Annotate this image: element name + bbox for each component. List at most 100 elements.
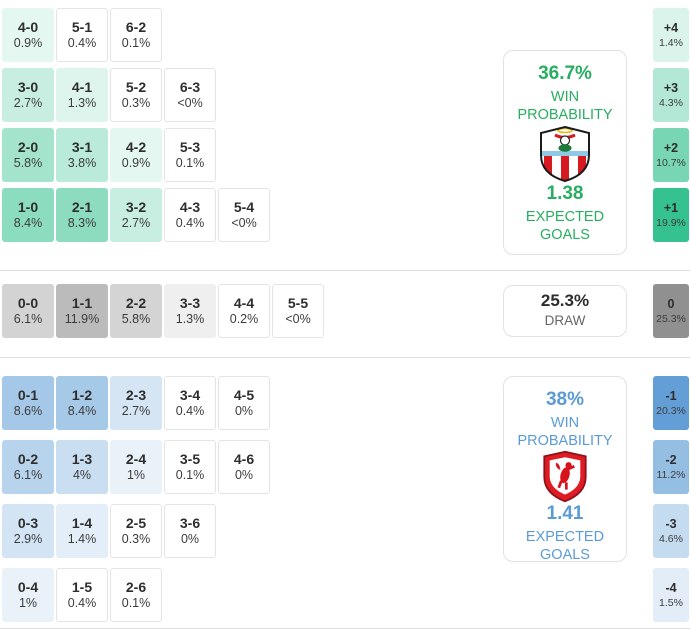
- probability-value: 3.8%: [67, 156, 97, 171]
- score-cell-0-3: 0-3 2.9%: [2, 504, 54, 558]
- score-cell-2-1: 2-1 8.3%: [56, 188, 108, 242]
- scoreline-label: 2-3: [125, 387, 147, 404]
- goal-diff-label: -3: [665, 517, 677, 532]
- score-cell-5-1: 5-1 0.4%: [56, 8, 108, 62]
- score-cell-1-5: 1-5 0.4%: [56, 568, 108, 622]
- scoreline-label: 5-2: [125, 79, 147, 96]
- probability-value: 2.9%: [13, 532, 43, 547]
- probability-value: 0%: [180, 532, 200, 547]
- probability-value: 20.3%: [656, 404, 686, 417]
- scoreline-label: 4-2: [125, 139, 147, 156]
- home-scoreline-row: 2-0 5.8% 3-1 3.8% 4-2 0.9% 5-3 0.1%: [2, 128, 216, 182]
- away-win-probability-value: 38%: [545, 389, 585, 410]
- probability-value: 0.1%: [121, 36, 151, 51]
- probability-value: <0%: [177, 96, 203, 111]
- home-expected-goals-label: EXPECTED GOALS: [525, 209, 605, 244]
- probability-value: 5.8%: [121, 312, 151, 327]
- goal-diff-label: +2: [663, 141, 679, 156]
- scoreline-label: 4-3: [179, 199, 201, 216]
- scoreline-label: 4-5: [233, 387, 255, 404]
- score-cell-5-2: 5-2 0.3%: [110, 68, 162, 122]
- score-cell-4-1: 4-1 1.3%: [56, 68, 108, 122]
- probability-value: 19.9%: [656, 216, 686, 229]
- score-cell-3-4: 3-4 0.4%: [164, 376, 216, 430]
- probability-value: 4.3%: [659, 96, 683, 109]
- probability-value: 0.9%: [121, 156, 151, 171]
- score-cell-0-0: 0-0 6.1%: [2, 284, 54, 338]
- away-win-probability-label: WIN PROBABILITY: [517, 414, 613, 450]
- home-expected-goals-value: 1.38: [546, 183, 584, 205]
- home-scoreline-row: 1-0 8.4% 2-1 8.3% 3-2 2.7% 4-3 0.4% 5-4 <0%: [2, 188, 270, 242]
- goal-diff-label: -2: [665, 453, 677, 468]
- probability-value: 0.9%: [13, 36, 43, 51]
- home-win-panel: 36.7% WIN PROBABILITY: [503, 50, 627, 255]
- scoreline-label: 0-2: [17, 451, 39, 468]
- scoreline-label: 1-0: [17, 199, 39, 216]
- goal-diff-cell-+1: +1 19.9%: [653, 188, 689, 242]
- scoreline-label: 0-1: [17, 387, 39, 404]
- scoreline-label: 5-3: [179, 139, 201, 156]
- goal-diff-label: +3: [663, 81, 679, 96]
- score-cell-0-2: 0-2 6.1%: [2, 440, 54, 494]
- goal-diff-cell-+3: +3 4.3%: [653, 68, 689, 122]
- draw-probability-value: 25.3%: [540, 291, 590, 311]
- probability-value: <0%: [231, 216, 257, 231]
- away-expected-goals-block: 1.41 EXPECTED GOALS: [513, 503, 617, 564]
- score-cell-2-3: 2-3 2.7%: [110, 376, 162, 430]
- score-cell-5-3: 5-3 0.1%: [164, 128, 216, 182]
- probability-value: 1%: [126, 468, 146, 483]
- probability-value: 8.4%: [67, 404, 97, 419]
- score-cell-0-4: 0-4 1%: [2, 568, 54, 622]
- probability-value: 1.4%: [659, 36, 683, 49]
- probability-value: 5.8%: [13, 156, 43, 171]
- goal-diff-cell--1: -1 20.3%: [653, 376, 689, 430]
- scoreline-label: 4-4: [233, 295, 255, 312]
- score-cell-3-3: 3-3 1.3%: [164, 284, 216, 338]
- probability-value: 0.4%: [67, 596, 97, 611]
- score-cell-1-4: 1-4 1.4%: [56, 504, 108, 558]
- draw-scoreline-row: 0-0 6.1% 1-1 11.9% 2-2 5.8% 3-3 1.3% 4-4 0.2% 5-5 <…: [2, 284, 324, 338]
- score-cell-4-4: 4-4 0.2%: [218, 284, 270, 338]
- scoreline-label: 2-5: [125, 515, 147, 532]
- probability-value: 2.7%: [13, 96, 43, 111]
- home-scoreline-row: 3-0 2.7% 4-1 1.3% 5-2 0.3% 6-3 <0%: [2, 68, 216, 122]
- probability-value: 0.1%: [175, 156, 205, 171]
- scoreline-label: 2-4: [125, 451, 147, 468]
- draw-panel: 25.3% DRAW: [503, 285, 627, 337]
- draw-label: DRAW: [544, 312, 586, 328]
- away-win-probability-block: 38% WIN PROBABILITY: [513, 389, 617, 450]
- score-cell-5-5: 5-5 <0%: [272, 284, 324, 338]
- score-cell-1-1: 1-1 11.9%: [56, 284, 108, 338]
- probability-value: 0.3%: [121, 96, 151, 111]
- away-expected-goals-label: EXPECTED GOALS: [525, 529, 605, 564]
- scoreline-label: 6-2: [125, 19, 147, 36]
- probability-value: 1.3%: [175, 312, 205, 327]
- probability-value: 11.9%: [64, 312, 100, 327]
- scoreline-label: 3-0: [17, 79, 39, 96]
- scoreline-label: 3-5: [179, 451, 201, 468]
- score-cell-2-6: 2-6 0.1%: [110, 568, 162, 622]
- probability-value: 6.1%: [13, 312, 43, 327]
- probability-value: 4.6%: [659, 532, 683, 545]
- probability-value: 2.7%: [121, 404, 151, 419]
- goal-diff-cell--4: -4 1.5%: [653, 568, 689, 622]
- goal-diff-label: -4: [665, 581, 677, 596]
- score-cell-2-0: 2-0 5.8%: [2, 128, 54, 182]
- probability-value: 0.1%: [175, 468, 205, 483]
- probability-value: 4%: [72, 468, 92, 483]
- goal-diff-label: +4: [663, 21, 679, 36]
- home-expected-goals-block: 1.38 EXPECTED GOALS: [513, 183, 617, 244]
- probability-value: 0%: [234, 468, 254, 483]
- scoreline-label: 3-4: [179, 387, 201, 404]
- section-divider-middle: [0, 357, 690, 358]
- probability-value: 8.4%: [13, 216, 43, 231]
- away-scoreline-row: 0-1 8.6% 1-2 8.4% 2-3 2.7% 3-4 0.4% 4-5 0%: [2, 376, 270, 430]
- away-expected-goals-value: 1.41: [546, 503, 584, 525]
- score-cell-2-5: 2-5 0.3%: [110, 504, 162, 558]
- southampton-crest: [537, 124, 593, 184]
- probability-value: 1%: [18, 596, 38, 611]
- probability-value: 0.1%: [121, 596, 151, 611]
- goal-diff-cell--3: -3 4.6%: [653, 504, 689, 558]
- scoreline-label: 1-1: [71, 295, 93, 312]
